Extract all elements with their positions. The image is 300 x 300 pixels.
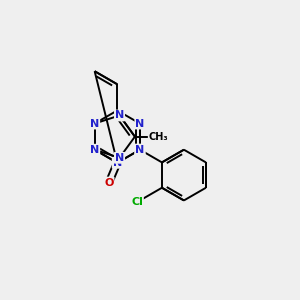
Text: N: N: [115, 153, 124, 163]
Text: Cl: Cl: [131, 197, 143, 207]
Text: N: N: [135, 118, 145, 128]
Text: N: N: [115, 110, 124, 121]
Text: O: O: [104, 178, 114, 188]
Text: CH₃: CH₃: [148, 132, 168, 142]
Text: N: N: [90, 118, 99, 128]
Text: N: N: [135, 145, 145, 155]
Text: N: N: [135, 145, 145, 155]
Text: N: N: [90, 145, 99, 155]
Text: N: N: [113, 158, 122, 168]
